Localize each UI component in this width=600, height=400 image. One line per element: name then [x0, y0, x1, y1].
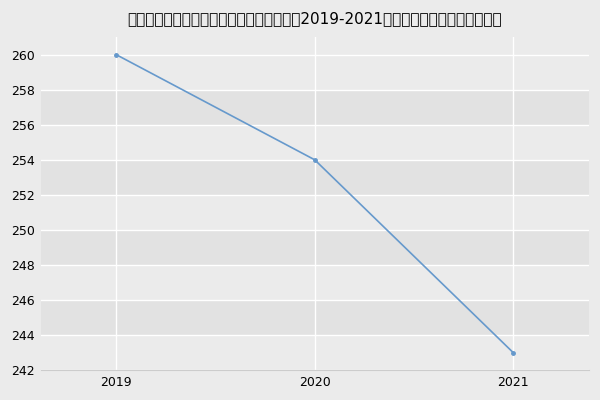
Bar	[41, 125, 589, 160]
Bar	[41, 54, 589, 90]
Bar	[41, 195, 589, 230]
Title: 内蒙古大学计算机学院计算机科学与技术（2019-2021历年复试）研究生录取分数线: 内蒙古大学计算机学院计算机科学与技术（2019-2021历年复试）研究生录取分数…	[127, 11, 502, 26]
Bar	[41, 300, 589, 335]
Bar	[41, 230, 589, 265]
Bar	[41, 265, 589, 300]
Bar	[41, 335, 589, 370]
Bar	[41, 160, 589, 195]
Bar	[41, 90, 589, 125]
